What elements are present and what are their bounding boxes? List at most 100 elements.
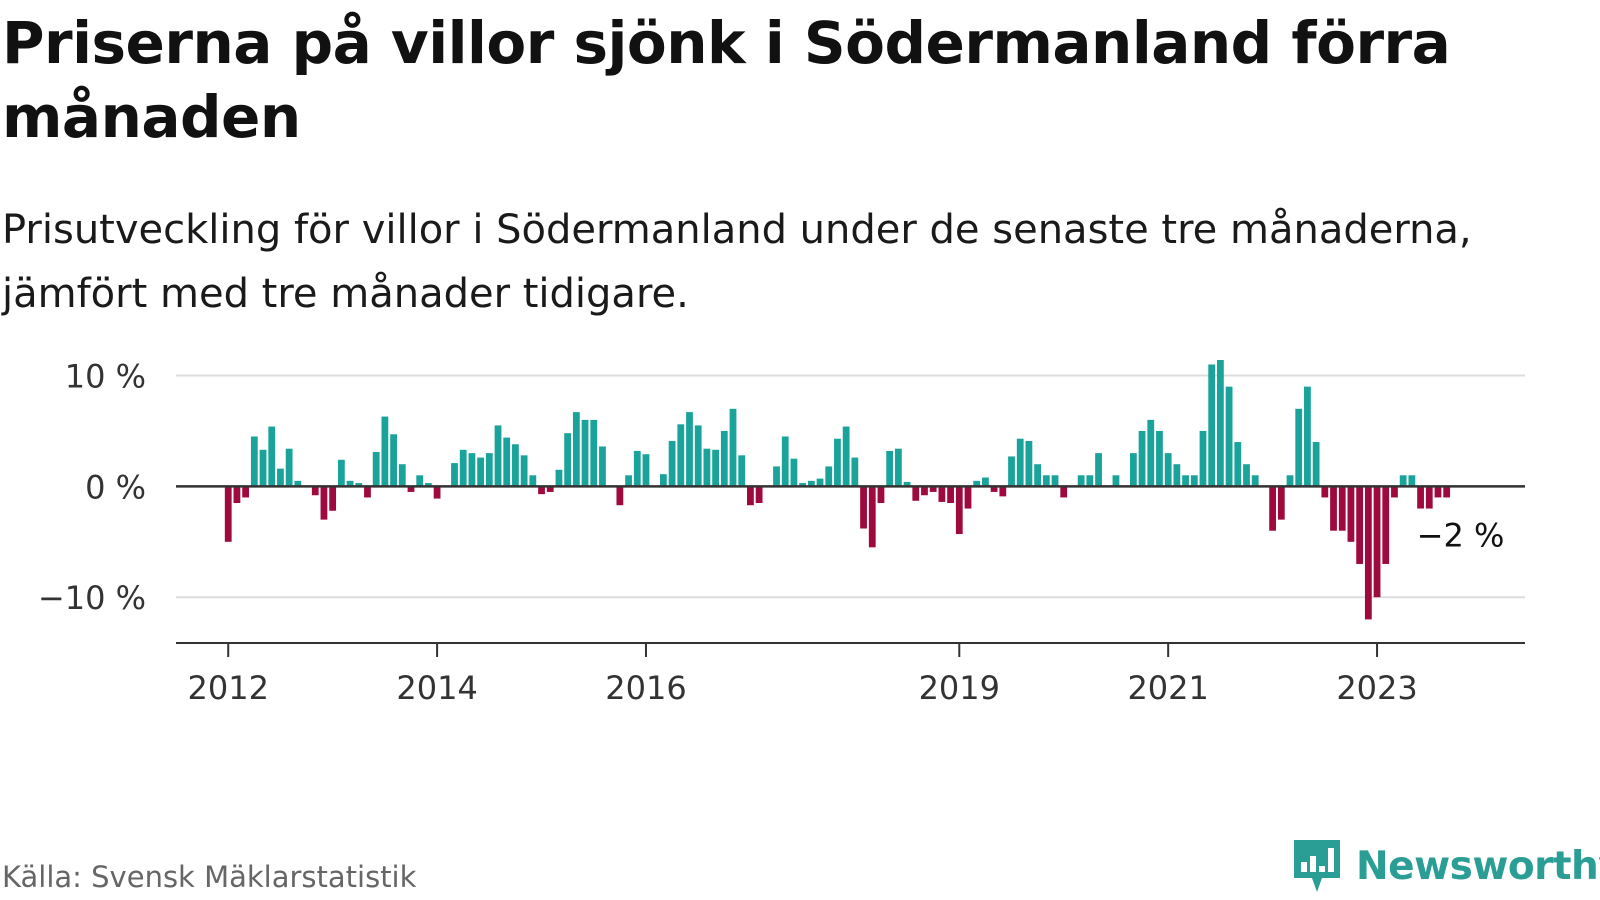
bar bbox=[477, 457, 485, 487]
x-tick-label: 2012 bbox=[188, 669, 269, 707]
bar bbox=[1164, 453, 1172, 487]
bar bbox=[233, 486, 241, 504]
bar bbox=[990, 486, 998, 492]
bar bbox=[1277, 486, 1285, 520]
bar bbox=[616, 486, 624, 506]
bar bbox=[259, 449, 267, 487]
bar bbox=[1408, 475, 1416, 487]
bar bbox=[1417, 486, 1424, 509]
bar bbox=[929, 486, 937, 492]
bars bbox=[224, 360, 1451, 620]
bar bbox=[390, 434, 397, 487]
bar bbox=[398, 464, 406, 487]
bar bbox=[1312, 442, 1320, 487]
bar bbox=[599, 446, 606, 487]
chart-subtitle: Prisutveckling för villor i Södermanland… bbox=[2, 207, 1472, 317]
bar bbox=[590, 419, 598, 487]
bar bbox=[564, 433, 572, 487]
bar bbox=[982, 477, 989, 487]
bar bbox=[538, 486, 545, 495]
bar bbox=[668, 440, 676, 487]
bar bbox=[842, 426, 850, 487]
bar bbox=[416, 475, 424, 487]
bar bbox=[1095, 453, 1102, 487]
bar bbox=[703, 448, 711, 487]
bar bbox=[320, 486, 328, 520]
bar bbox=[1008, 456, 1015, 487]
brand-logo: Newsworthy bbox=[1292, 838, 1600, 894]
bar bbox=[816, 478, 824, 487]
bar bbox=[520, 455, 528, 487]
bar bbox=[407, 486, 415, 492]
bar bbox=[494, 425, 502, 487]
bar bbox=[720, 430, 728, 487]
bar bbox=[825, 466, 833, 487]
bar bbox=[633, 450, 641, 487]
x-tick-label: 2019 bbox=[919, 669, 1000, 707]
bar bbox=[1251, 475, 1259, 487]
bar bbox=[1243, 464, 1250, 487]
bar bbox=[947, 486, 954, 504]
bar bbox=[1295, 408, 1303, 487]
y-tick-label: 0 % bbox=[85, 468, 146, 506]
bar bbox=[1269, 486, 1276, 531]
bar bbox=[973, 480, 981, 487]
bar bbox=[546, 486, 554, 492]
brand-name: Newsworthy bbox=[1356, 843, 1600, 889]
bar bbox=[781, 436, 789, 487]
bar bbox=[625, 475, 632, 487]
x-tick-label: 2023 bbox=[1336, 669, 1417, 707]
bar bbox=[1173, 464, 1181, 487]
bar-chart-speech-bubble-icon bbox=[1294, 840, 1340, 892]
axes bbox=[176, 485, 1525, 657]
bar bbox=[1051, 475, 1059, 487]
bar bbox=[799, 483, 807, 487]
bar bbox=[572, 412, 580, 487]
labels: 10 % 0 % −10 % 2012 2014 2016 2019 2021 2023 −2 % bbox=[38, 360, 1505, 707]
bar bbox=[425, 483, 432, 487]
bar bbox=[1225, 386, 1233, 487]
bar bbox=[1373, 486, 1381, 598]
bar bbox=[512, 444, 519, 487]
bar bbox=[860, 486, 867, 529]
bar bbox=[1338, 486, 1346, 531]
bar bbox=[1199, 430, 1207, 487]
bar bbox=[1434, 486, 1442, 498]
bar bbox=[294, 480, 302, 487]
bar bbox=[451, 463, 458, 487]
bar bbox=[381, 416, 389, 487]
bar bbox=[529, 475, 537, 487]
bar bbox=[1016, 438, 1024, 487]
bar bbox=[1356, 486, 1364, 564]
bar bbox=[1443, 486, 1451, 498]
bar bbox=[747, 486, 754, 506]
bar bbox=[459, 449, 467, 487]
bar bbox=[886, 450, 894, 487]
bar bbox=[364, 486, 371, 498]
bar bbox=[868, 486, 876, 548]
bar bbox=[712, 449, 719, 487]
bar bbox=[1060, 486, 1068, 498]
bar bbox=[1234, 442, 1242, 487]
bar bbox=[337, 459, 345, 487]
bar bbox=[677, 424, 685, 487]
x-tick-label: 2021 bbox=[1127, 669, 1208, 707]
bar bbox=[268, 426, 276, 487]
bar bbox=[1042, 475, 1050, 487]
bar bbox=[1182, 475, 1189, 487]
bar bbox=[1190, 475, 1198, 487]
bar bbox=[224, 486, 232, 542]
bar bbox=[1321, 486, 1329, 498]
bar bbox=[1138, 430, 1146, 487]
bar bbox=[1304, 386, 1311, 487]
y-tick-label: −10 % bbox=[38, 579, 146, 617]
bar bbox=[433, 486, 441, 499]
bar bbox=[694, 425, 702, 487]
bar bbox=[250, 436, 258, 487]
grid-lines bbox=[176, 374, 1525, 599]
bar bbox=[1156, 430, 1163, 487]
bar bbox=[903, 481, 911, 487]
bar bbox=[503, 437, 511, 487]
bar bbox=[242, 486, 250, 498]
bar bbox=[468, 453, 476, 487]
